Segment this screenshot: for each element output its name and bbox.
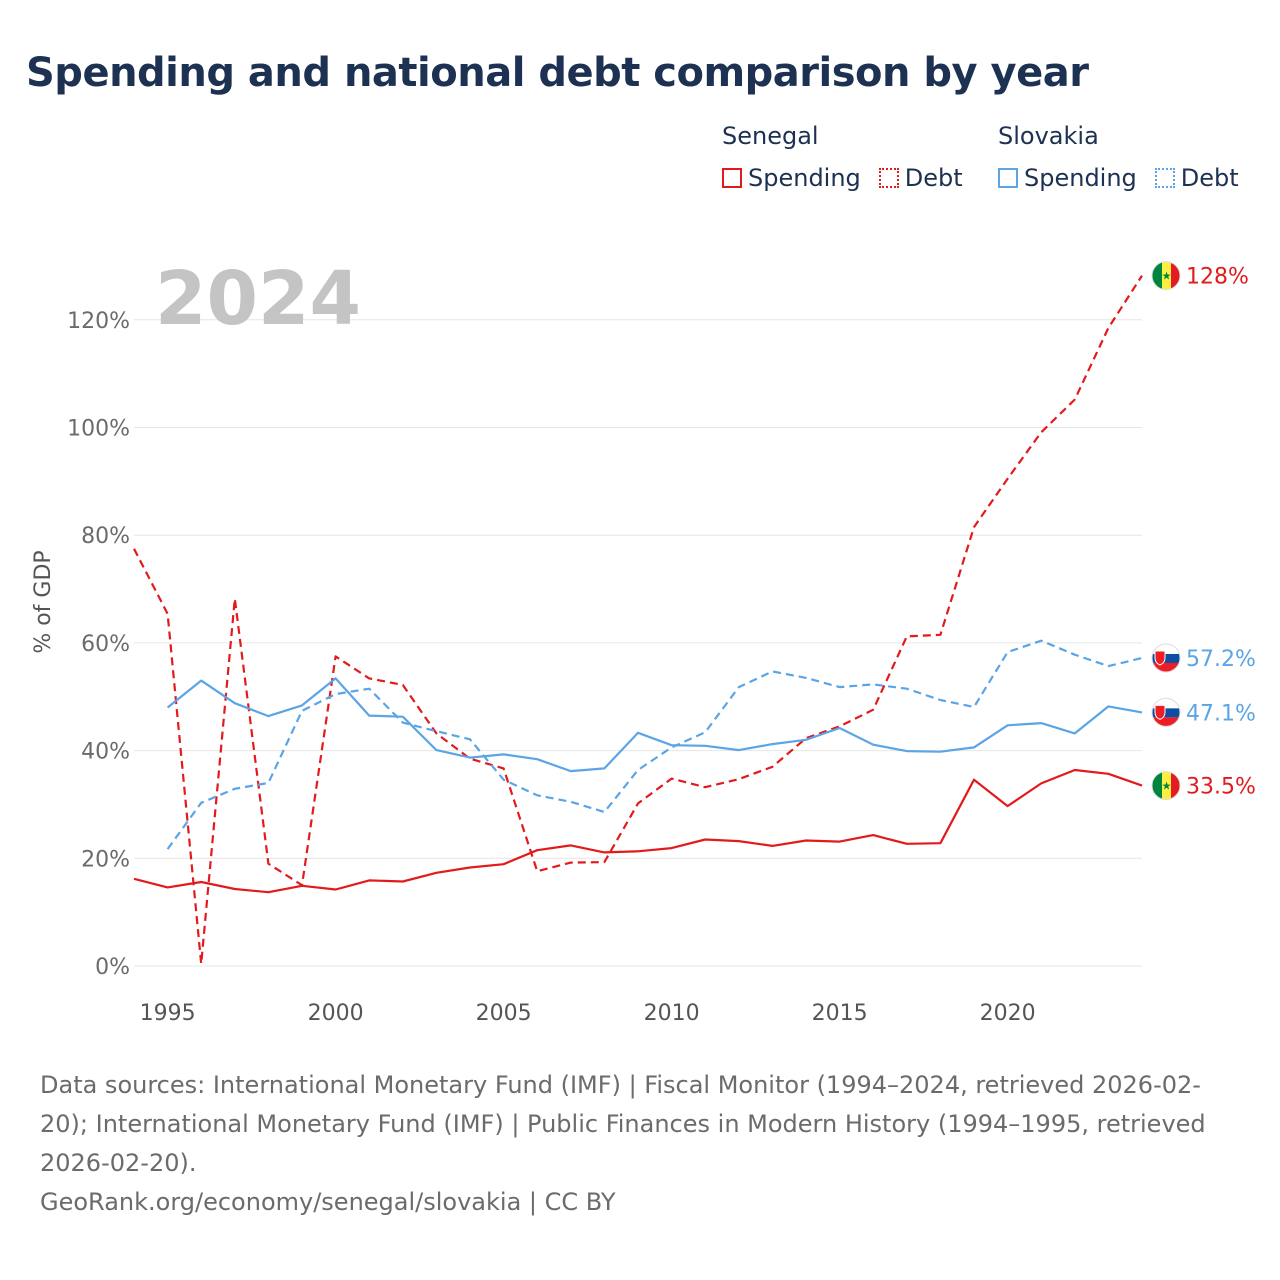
legend-item-label: Spending bbox=[1024, 164, 1137, 192]
flag-outline bbox=[1151, 697, 1181, 727]
flag-stripe bbox=[1171, 771, 1180, 800]
y-tick-label: 100% bbox=[67, 417, 130, 442]
flag-fill bbox=[1152, 643, 1180, 672]
y-tick-label: 60% bbox=[81, 632, 130, 657]
flag-stripe bbox=[1171, 261, 1180, 290]
senegal-spending-line bbox=[133, 768, 1143, 894]
slovakia-spending-line bbox=[166, 677, 1143, 773]
legend-senegal-spending[interactable]: Spending bbox=[722, 164, 861, 192]
slovakia-flag-icon bbox=[1151, 643, 1181, 673]
y-tick-label: 20% bbox=[81, 847, 130, 872]
flag-stripe bbox=[1152, 717, 1180, 727]
flag-fill: ★ bbox=[1152, 771, 1180, 800]
x-tick-label: 2000 bbox=[308, 1001, 364, 1026]
slovakia-debt-line bbox=[166, 639, 1143, 850]
flag-stripe bbox=[1152, 698, 1180, 709]
solid-line-swatch-icon bbox=[722, 168, 742, 188]
y-tick-label: 40% bbox=[81, 740, 130, 765]
legend-slovakia-debt[interactable]: Debt bbox=[1154, 164, 1239, 192]
senegal-debt-line bbox=[133, 275, 1143, 965]
flag-stripe bbox=[1152, 653, 1180, 663]
legend-senegal-debt[interactable]: Debt bbox=[878, 164, 963, 192]
flag-outline bbox=[1151, 643, 1181, 673]
dotted-line-swatch-icon bbox=[1154, 168, 1175, 188]
slovakia-flag-icon bbox=[1151, 697, 1181, 727]
legend-slovakia: Slovakia Spending Debt bbox=[998, 122, 1239, 192]
y-axis-label: % of GDP bbox=[31, 550, 56, 653]
flag-stripe bbox=[1152, 662, 1180, 672]
flag-stripe bbox=[1152, 261, 1162, 290]
slovakia-spending-end-label: 47.1% bbox=[1186, 701, 1256, 726]
x-tick-label: 1995 bbox=[140, 1001, 196, 1026]
flag-star-icon: ★ bbox=[1162, 780, 1172, 793]
chart-title: Spending and national debt comparison by… bbox=[26, 50, 1089, 96]
flag-stripe bbox=[1162, 261, 1171, 290]
data-sources: Data sources: International Monetary Fun… bbox=[40, 1071, 1206, 1177]
y-tick-label: 120% bbox=[67, 309, 130, 334]
x-tick-label: 2010 bbox=[644, 1001, 700, 1026]
footer: Data sources: International Monetary Fun… bbox=[40, 1066, 1240, 1222]
flag-fill: ★ bbox=[1152, 261, 1180, 290]
credit-line: GeoRank.org/economy/senegal/slovakia | C… bbox=[40, 1188, 616, 1216]
year-label: 2024 bbox=[155, 256, 361, 342]
flag-stripe bbox=[1152, 643, 1180, 654]
legend-slovakia-spending[interactable]: Spending bbox=[998, 164, 1137, 192]
legend-item-label: Debt bbox=[904, 164, 963, 192]
flag-shield-icon bbox=[1154, 704, 1166, 720]
dotted-line-swatch-icon bbox=[878, 168, 899, 188]
y-tick-label: 80% bbox=[81, 524, 130, 549]
solid-line-swatch-icon bbox=[998, 168, 1018, 188]
legend-item-label: Debt bbox=[1180, 164, 1239, 192]
senegal-debt-end-label: 128% bbox=[1186, 265, 1249, 290]
slovakia-debt-end-label: 57.2% bbox=[1186, 647, 1256, 672]
senegal-flag-icon: ★ bbox=[1151, 261, 1181, 291]
x-tick-label: 2015 bbox=[812, 1001, 868, 1026]
senegal-flag-icon: ★ bbox=[1151, 771, 1181, 801]
line-chart: 0% 20% 40% 60% 80% 100% 120% 1995 2000 2005 2010 20… bbox=[31, 256, 1256, 1026]
x-tick-label: 2020 bbox=[980, 1001, 1036, 1026]
flag-star-icon: ★ bbox=[1162, 270, 1172, 283]
x-tick-label: 2005 bbox=[476, 1001, 532, 1026]
flag-shield-icon bbox=[1154, 650, 1166, 666]
flag-outline bbox=[1151, 771, 1181, 801]
flag-fill bbox=[1152, 698, 1180, 727]
flag-stripe bbox=[1162, 771, 1171, 800]
legend-item-label: Spending bbox=[748, 164, 861, 192]
flag-outline bbox=[1151, 261, 1181, 291]
legend-group-title: Slovakia bbox=[998, 122, 1099, 150]
legend-senegal: Senegal Spending Debt bbox=[722, 122, 963, 192]
y-tick-label: 0% bbox=[95, 955, 130, 980]
flag-stripe bbox=[1152, 771, 1162, 800]
flag-stripe bbox=[1152, 708, 1180, 718]
legend-group-title: Senegal bbox=[722, 122, 819, 150]
senegal-spending-end-label: 33.5% bbox=[1186, 775, 1256, 800]
